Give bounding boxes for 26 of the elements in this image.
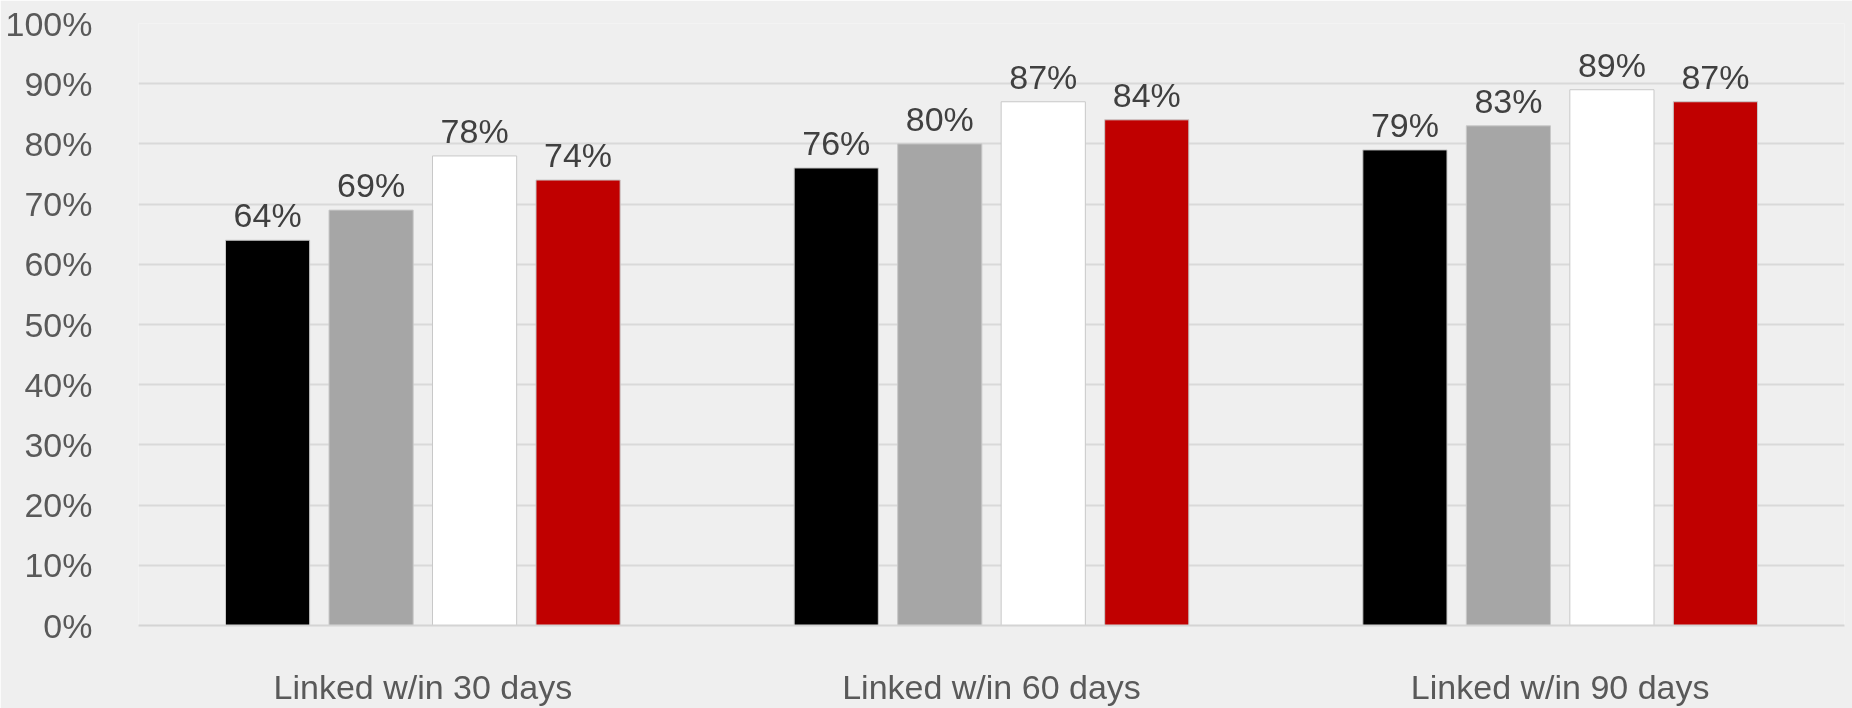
data-label: 78% — [440, 111, 509, 150]
data-label: 76% — [802, 123, 871, 162]
x-tick-label: Linked w/in 90 days — [1410, 667, 1710, 706]
y-tick-label: 20% — [24, 486, 93, 525]
data-label: 80% — [905, 99, 974, 138]
data-label: 83% — [1474, 81, 1543, 120]
y-tick-label: 70% — [24, 185, 93, 224]
y-tick-label: 80% — [24, 124, 93, 163]
y-tick-label: 40% — [24, 365, 93, 404]
y-tick-label: 90% — [24, 64, 93, 103]
y-tick-label: 60% — [24, 245, 93, 284]
y-tick-label: 30% — [24, 425, 93, 464]
y-tick-label: 0% — [43, 606, 93, 645]
y-tick-label: 50% — [24, 305, 93, 344]
y-tick-label: 10% — [24, 546, 93, 585]
x-tick-label: Linked w/in 60 days — [842, 667, 1141, 706]
data-label: 69% — [337, 166, 406, 205]
x-tick-label: Linked w/in 30 days — [273, 667, 573, 706]
data-label: 79% — [1370, 105, 1439, 144]
y-tick-label: 100% — [5, 4, 93, 43]
data-label: 64% — [233, 196, 302, 235]
data-label: 87% — [1681, 57, 1750, 96]
data-label: 74% — [544, 136, 613, 175]
data-label: 89% — [1577, 45, 1646, 84]
data-label: 84% — [1112, 75, 1181, 114]
data-label: 87% — [1009, 57, 1078, 96]
